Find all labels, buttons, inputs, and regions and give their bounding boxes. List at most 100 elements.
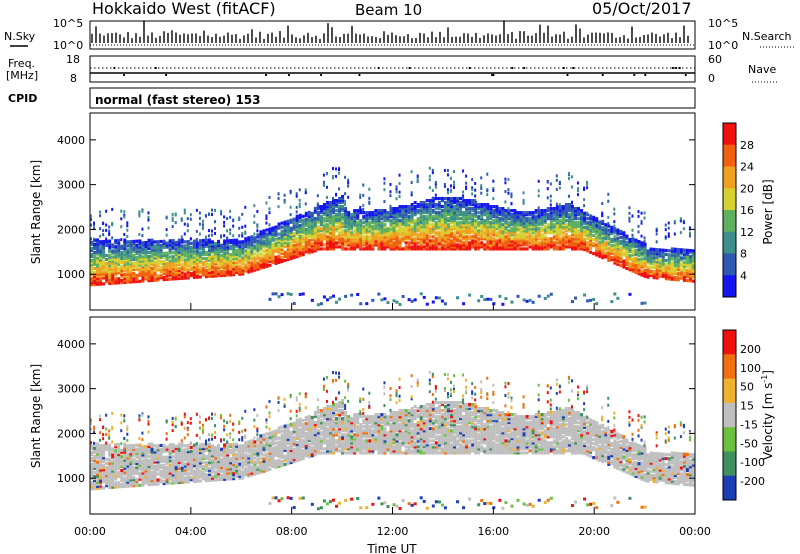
power-cell (93, 246, 97, 250)
power-cell (289, 292, 293, 296)
power-cell (180, 276, 184, 280)
power-cell (244, 249, 248, 253)
power-cell (392, 209, 396, 213)
velocity-cell (99, 482, 103, 486)
power-cell (99, 282, 103, 286)
power-cell (356, 209, 360, 213)
power-cell (338, 237, 342, 241)
noise-tick-left-bottom: 10^0 (53, 39, 83, 52)
power-colorbar-tick: 24 (740, 161, 754, 174)
power-cell (558, 180, 561, 184)
velocity-cell (99, 456, 103, 460)
power-cell (474, 235, 478, 239)
power-cell (625, 248, 629, 252)
power-cell (386, 219, 390, 223)
power-cell (453, 247, 456, 251)
power-cell (525, 227, 529, 231)
velocity-cell (174, 471, 178, 475)
power-cell (386, 245, 390, 249)
velocity-cell (162, 465, 166, 470)
power-cell (531, 241, 535, 245)
power-cell (316, 219, 320, 223)
power-cell (265, 260, 269, 264)
power-cell (389, 190, 392, 194)
power-cell (661, 248, 665, 252)
power-cell (356, 235, 360, 239)
power-cell (670, 253, 674, 257)
power-cell (425, 243, 429, 247)
power-cell (453, 196, 456, 201)
velocity-cell (144, 479, 148, 483)
velocity-cell (156, 462, 160, 466)
power-cell (171, 239, 175, 243)
power-cell (298, 292, 302, 296)
power-cell (105, 243, 109, 247)
power-cell (434, 207, 438, 211)
velocity-cell (111, 427, 114, 431)
power-cell (453, 185, 455, 189)
velocity-cell (171, 429, 174, 433)
power-cell (486, 207, 490, 211)
power-cell (492, 197, 495, 201)
power-cell (558, 237, 562, 241)
power-cell (619, 254, 623, 258)
power-cell (401, 205, 405, 209)
power-cell (413, 211, 417, 215)
power-cell (453, 227, 456, 231)
power-cell (298, 217, 302, 221)
power-cell (195, 243, 199, 247)
power-cell (483, 227, 487, 231)
power-cell (132, 257, 136, 262)
power-cell (168, 249, 172, 253)
power-cell (519, 215, 523, 219)
power-cell (564, 227, 568, 231)
velocity-cell (162, 459, 166, 464)
velocity-cell (162, 479, 166, 484)
power-cell (207, 262, 211, 266)
power-cell (449, 241, 453, 245)
power-cell (428, 227, 432, 231)
velocity-cell (171, 469, 175, 473)
power-cell (574, 241, 577, 245)
power-cell (404, 247, 408, 251)
power-cell (462, 235, 466, 239)
power-cell (410, 215, 414, 219)
power-cell (117, 281, 121, 285)
freq-point (566, 73, 569, 77)
power-cell (183, 208, 186, 212)
power-cell (102, 250, 106, 254)
power-cell (413, 237, 417, 241)
power-cell (474, 229, 478, 233)
velocity-cell (141, 413, 144, 417)
power-cell (419, 231, 423, 235)
power-cell (214, 244, 218, 248)
power-cell (477, 211, 481, 215)
power-cell (431, 229, 435, 233)
power-cell (428, 209, 432, 213)
power-cell (586, 235, 590, 239)
power-cell (232, 250, 236, 255)
velocity-cell (153, 466, 157, 470)
power-cell (174, 221, 177, 225)
power-cell (177, 260, 181, 264)
power-cell (244, 251, 248, 255)
power-cell (437, 219, 441, 223)
power-cell (679, 217, 682, 221)
velocity-cell (102, 460, 106, 464)
power-cell (540, 227, 544, 231)
power-cell (141, 267, 145, 271)
power-cell (634, 242, 638, 246)
power-cell (513, 223, 517, 227)
power-cell (180, 256, 184, 260)
power-cell (413, 213, 417, 217)
power-cell (456, 213, 460, 217)
power-cell (295, 205, 298, 209)
power-cell (471, 239, 475, 243)
power-cell (519, 229, 523, 233)
power-cell (223, 234, 226, 238)
power-cell (501, 233, 505, 237)
power-cell (510, 300, 514, 304)
power-cell (589, 246, 593, 250)
power-cell (655, 268, 659, 272)
power-cell (595, 239, 599, 243)
